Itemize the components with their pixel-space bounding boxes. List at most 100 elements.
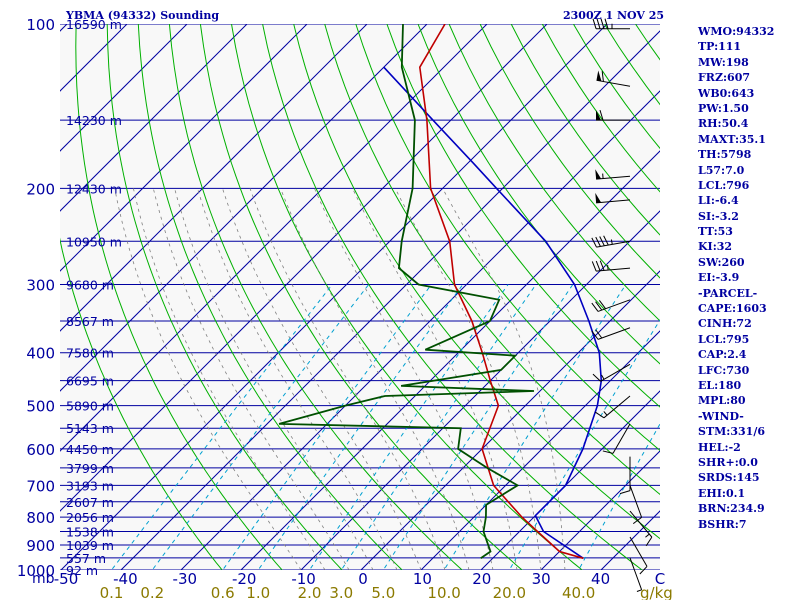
isotherm-line	[480, 390, 660, 570]
barb-full	[599, 236, 605, 247]
moist-adiabat-line	[174, 188, 374, 570]
index-item: CAPE:1603	[698, 302, 767, 316]
barb-full	[592, 373, 601, 382]
barb-full	[592, 18, 597, 29]
height-label: 557 m	[66, 551, 106, 566]
temperature-tick-label: 30	[532, 570, 551, 588]
pressure-tick-label: 500	[26, 398, 55, 416]
isotherm-line	[60, 24, 368, 332]
dry-adiabat-line	[106, 24, 343, 570]
wind-barb	[595, 192, 631, 204]
height-label: 8567 m	[66, 314, 114, 329]
height-label: 10950 m	[66, 234, 122, 249]
indices-panel: WMO:94332 TP:111 MW:198 FRZ:607 WB0:643 PW:1.…	[698, 24, 798, 532]
dry-adiabat-line	[448, 24, 660, 322]
moist-adiabat-line	[314, 188, 494, 570]
height-label: 4450 m	[66, 442, 114, 457]
height-label: 2056 m	[66, 510, 114, 525]
index-item: TH:5798	[698, 148, 752, 162]
mixing-ratio-line	[222, 284, 432, 570]
barb-half	[601, 374, 605, 380]
wind-barb	[629, 557, 643, 592]
pressure-tick-label: 300	[26, 277, 55, 295]
index-item: -PARCEL-	[698, 286, 758, 300]
dry-adiabat-line	[386, 24, 660, 408]
index-item: EL:180	[698, 378, 742, 392]
pressure-unit-label: mb	[32, 571, 55, 587]
isotherm-line	[180, 90, 660, 570]
temperature-tick-label: 10	[413, 570, 432, 588]
mixing-ratio-tick-label: 2.0	[298, 584, 322, 600]
barb-staff	[603, 395, 631, 419]
barb-full	[594, 411, 605, 419]
height-label: 3193 m	[66, 478, 114, 493]
barb-half	[636, 589, 642, 592]
index-item: LFC:730	[698, 363, 750, 377]
dry-adiabat-line	[355, 24, 660, 452]
isotherm-line	[0, 24, 7, 570]
moist-adiabat-line	[249, 188, 446, 570]
moist-adiabat-line	[352, 188, 518, 570]
moist-adiabat-line	[442, 188, 566, 570]
wind-barb	[619, 456, 631, 495]
mixing-ratio-tick-label: 0.2	[140, 584, 164, 600]
dry-adiabat-line	[199, 24, 523, 570]
barb-staff	[629, 557, 643, 590]
isotherm-line	[60, 24, 488, 452]
temperature-tick-label: C	[655, 570, 665, 588]
dry-adiabat-line	[293, 24, 660, 540]
barb-full	[600, 18, 605, 29]
temperature-tick-label: 40	[591, 570, 610, 588]
dewpoint-trace	[278, 24, 535, 560]
height-label: 7580 m	[66, 346, 114, 361]
isotherm-line	[120, 30, 660, 570]
parcel-trace	[383, 66, 603, 559]
mixing-ratio-line	[110, 284, 333, 570]
temperature-tick-label: -10	[291, 570, 316, 588]
barb-flag	[596, 70, 602, 82]
index-item: CAP:2.4	[698, 348, 747, 362]
wind-barb	[594, 395, 631, 419]
wind-barb	[592, 363, 631, 382]
index-item: HEL:-2	[698, 440, 741, 454]
barb-half	[603, 411, 608, 416]
mixing-ratio-line	[151, 284, 370, 570]
time-label: 2300Z 1 NOV 25	[563, 9, 665, 22]
mixing-ratio-line	[382, 284, 574, 570]
moist-adiabat-line	[133, 188, 326, 570]
index-item: EI:-3.9	[698, 271, 740, 285]
dry-adiabat-line	[137, 24, 403, 570]
index-item: TP:111	[698, 40, 742, 54]
height-label: 2607 m	[66, 495, 114, 510]
pressure-tick-label: 400	[26, 345, 55, 363]
mixing-ratio-tick-label: 5.0	[371, 584, 395, 600]
index-item: PW:1.50	[698, 101, 749, 115]
index-item: STM:331/6	[698, 425, 765, 439]
barb-full	[595, 329, 603, 339]
height-label: 9680 m	[66, 278, 114, 293]
barb-full	[595, 301, 603, 311]
temperature-tick-label: 20	[472, 570, 491, 588]
wind-barbs	[591, 18, 653, 592]
index-item: TT:53	[698, 225, 733, 239]
barb-staff	[600, 363, 631, 382]
dry-adiabat-line	[75, 24, 283, 570]
plot-background	[60, 24, 660, 570]
barb-full	[645, 536, 653, 547]
height-label: 12430 m	[66, 181, 122, 196]
barb-staff	[596, 79, 631, 87]
dry-adiabat-line	[479, 24, 660, 279]
height-label: 6695 m	[66, 374, 114, 389]
height-label: 92 m	[66, 563, 98, 578]
index-item: SRDS:145	[698, 471, 760, 485]
mixing-ratio-unit-label: g/kg	[640, 584, 673, 600]
barb-full	[595, 260, 601, 271]
pressure-tick-label: 100	[26, 16, 55, 34]
mixing-ratio-tick-label: 0.6	[211, 584, 235, 600]
barb-staff	[597, 327, 631, 340]
isotherm-line	[60, 24, 428, 392]
barb-flag	[596, 110, 601, 121]
wind-barb	[596, 110, 630, 121]
temperature-tick-label: -50	[54, 570, 79, 588]
